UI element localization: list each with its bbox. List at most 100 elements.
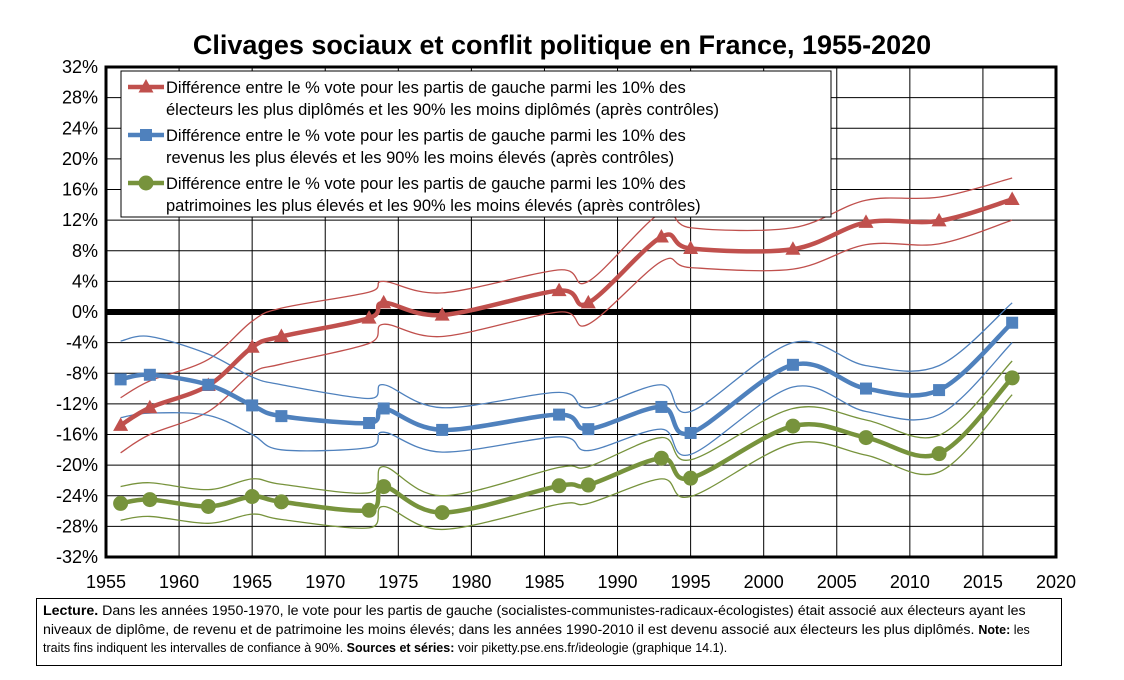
data-point-2: [655, 400, 668, 413]
data-point-3: [1004, 370, 1020, 386]
data-point-1: [931, 212, 947, 227]
data-point-3: [376, 479, 392, 495]
data-point-1: [113, 417, 129, 431]
caption-sources-label: Sources et séries:: [346, 641, 455, 655]
y-tick-label: 28%: [62, 88, 98, 108]
data-point-1: [244, 339, 260, 353]
data-point-1: [858, 214, 874, 228]
y-tick-label: -28%: [56, 516, 98, 536]
y-tick-label: -24%: [56, 486, 98, 506]
data-point-1: [273, 328, 289, 342]
legend-entry-text: Différence entre le % vote pour les part…: [166, 127, 686, 145]
x-tick-label: 1955: [86, 572, 126, 592]
data-point-2: [684, 426, 697, 439]
x-tick-label: 2010: [890, 572, 930, 592]
data-point-3: [113, 495, 129, 511]
y-tick-label: 8%: [72, 241, 98, 261]
legend-box: [120, 70, 832, 218]
y-tick-label: 0%: [72, 302, 98, 322]
data-point-1: [142, 399, 158, 414]
data-point-2: [860, 382, 872, 395]
data-point-3: [653, 450, 669, 466]
data-point-2: [436, 423, 449, 436]
chart-title: Clivages sociaux et conflit politique en…: [192, 30, 932, 60]
data-point-2: [786, 358, 799, 371]
y-tick-label: -12%: [56, 394, 98, 414]
legend-entry-text: Différence entre le % vote pour les part…: [166, 175, 686, 193]
y-tick-label: -16%: [56, 425, 98, 445]
data-point-3: [551, 478, 567, 494]
y-tick-label: -32%: [56, 547, 98, 567]
legend-entry-text: Différence entre le % vote pour les part…: [166, 79, 686, 97]
ci-lower-line-1: [120, 219, 1013, 454]
data-point-3: [931, 446, 947, 462]
legend-swatch-marker: [138, 175, 154, 191]
data-point-2: [143, 368, 156, 381]
x-tick-label: 2020: [1036, 572, 1076, 592]
data-point-3: [273, 494, 289, 510]
caption-box: Lecture. Dans les années 1950-1970, le v…: [36, 598, 1062, 666]
data-point-1: [785, 241, 801, 255]
ci-upper-line-2: [120, 302, 1013, 414]
y-tick-label: -20%: [56, 455, 98, 475]
confidence-intervals: [120, 177, 1013, 531]
data-point-2: [582, 423, 595, 436]
data-point-3: [142, 492, 158, 508]
legend: Différence entre le % vote pour les part…: [120, 70, 832, 218]
data-point-3: [434, 505, 450, 521]
data-point-1: [376, 294, 392, 309]
data-point-3: [361, 502, 377, 518]
caption-lecture-text: Dans les années 1950-1970, le vote pour …: [43, 603, 1026, 638]
data-point-2: [553, 408, 566, 421]
y-tick-label: 20%: [62, 149, 98, 169]
legend-swatch-marker: [140, 129, 152, 141]
data-point-1: [580, 294, 596, 309]
y-tick-label: 4%: [72, 271, 98, 291]
legend-entry-text: revenus les plus élevés et les 90% les m…: [166, 149, 674, 167]
x-tick-label: 1980: [451, 572, 491, 592]
x-tick-label: 1960: [159, 572, 199, 592]
data-point-3: [683, 470, 699, 486]
data-point-3: [200, 498, 216, 514]
ci-lower-line-2: [120, 342, 1013, 457]
caption-note-label: Note:: [978, 622, 1011, 637]
data-point-2: [377, 402, 390, 415]
data-point-1: [1004, 191, 1020, 205]
data-point-1: [434, 307, 450, 321]
data-point-2: [275, 410, 288, 423]
data-point-3: [785, 418, 801, 434]
legend-entry-text: patrimoines les plus élevés et les 90% l…: [166, 197, 701, 215]
x-tick-label: 2015: [963, 572, 1003, 592]
caption-lecture-label: Lecture.: [43, 603, 99, 619]
x-tick-label: 2005: [817, 572, 857, 592]
line-chart: 32% 28% 24% 20% 16% 12% 8% 4% 0% -4% -8% -12% -16% -2…: [56, 57, 1076, 592]
y-tick-label: -8%: [66, 363, 98, 383]
data-point-2: [363, 417, 376, 430]
y-tick-label: 24%: [62, 118, 98, 138]
caption-sources-text: voir piketty.pse.ens.fr/ideologie (graph…: [454, 641, 728, 655]
x-tick-label: 1975: [378, 572, 418, 592]
ci-lower-line-3: [120, 394, 1013, 531]
legend-entry-text: électeurs les plus diplômés et les 90% l…: [166, 101, 719, 119]
x-tick-label: 1985: [524, 572, 564, 592]
caption-note-text: les traits fins indiquent les intervalle…: [43, 622, 1030, 656]
data-point-1: [653, 228, 669, 243]
x-tick-label: 1995: [671, 572, 711, 592]
data-point-2: [246, 399, 259, 412]
y-tick-label: 32%: [62, 57, 98, 77]
data-point-1: [683, 240, 699, 254]
data-point-1: [551, 282, 567, 297]
data-point-3: [580, 477, 596, 493]
data-point-3: [858, 430, 874, 446]
x-tick-label: 1970: [305, 572, 345, 592]
ci-upper-line-3: [120, 360, 1013, 497]
y-tick-label: 12%: [62, 210, 98, 230]
data-point-1: [361, 310, 377, 324]
data-point-2: [114, 373, 127, 386]
data-point-3: [244, 489, 260, 505]
y-tick-label: 16%: [62, 180, 98, 200]
y-tick-label: -4%: [66, 333, 98, 353]
x-tick-label: 1965: [232, 572, 272, 592]
data-point-2: [202, 378, 215, 391]
data-point-2: [1006, 316, 1019, 329]
